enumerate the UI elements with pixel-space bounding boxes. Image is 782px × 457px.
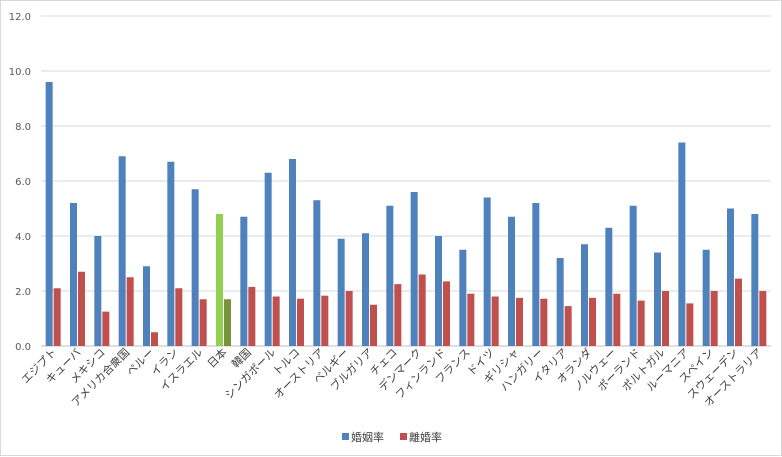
bar-divorce-rate: [199, 299, 207, 346]
bar-marriage-rate: [143, 266, 150, 346]
bar-marriage-rate: [702, 249, 710, 346]
bar-divorce-rate: [443, 281, 450, 346]
bar-divorce-rate: [710, 291, 718, 346]
bar-marriage-rate: [532, 203, 540, 346]
bar-divorce-rate: [272, 296, 280, 346]
bars: [45, 82, 767, 346]
bar-divorce-rate: [53, 288, 61, 346]
bar-divorce-rate: [662, 291, 669, 346]
bar-divorce-rate: [345, 291, 353, 346]
bar-marriage-rate: [264, 172, 272, 346]
x-category-label: 日本: [204, 345, 229, 370]
bar-divorce-rate: [151, 332, 158, 346]
bar-divorce-rate: [540, 298, 548, 346]
bar-divorce-rate: [637, 300, 645, 346]
legend-swatch-divorce: [400, 433, 407, 440]
bar-marriage-rate: [678, 142, 686, 346]
bar-divorce-rate: [418, 274, 426, 346]
bar-marriage-rate: [751, 214, 759, 346]
bar-marriage-rate: [508, 216, 515, 346]
bar-divorce-rate: [467, 293, 475, 346]
bar-divorce-rate: [370, 304, 377, 346]
y-tick-label: 8.0: [15, 122, 31, 133]
bar-divorce-rate: [516, 297, 523, 346]
bar-marriage-rate: [605, 227, 613, 346]
bar-marriage-rate: [45, 82, 53, 346]
bar-marriage-rate: [70, 203, 77, 346]
y-tick-label: 0.0: [15, 342, 31, 353]
bar-marriage-rate: [410, 192, 418, 346]
bar-marriage-rate: [556, 258, 564, 346]
bar-divorce-rate: [759, 291, 767, 346]
bar-marriage-rate: [289, 159, 296, 346]
bar-marriage-rate: [240, 216, 248, 346]
bar-divorce-rate: [297, 298, 304, 346]
legend-label-marriage: 婚姻率: [351, 430, 384, 444]
bar-divorce-rate: [175, 288, 183, 346]
bar-marriage-rate: [216, 214, 223, 346]
bar-marriage-rate: [167, 161, 175, 346]
y-tick-label: 2.0: [15, 287, 31, 298]
bar-marriage-rate: [362, 233, 369, 346]
bar-marriage-rate: [654, 252, 661, 346]
bar-divorce-rate: [102, 311, 110, 346]
bar-divorce-rate: [126, 277, 134, 346]
legend: 婚姻率 離婚率: [342, 430, 442, 444]
y-tick-label: 6.0: [15, 177, 31, 188]
bar-divorce-rate: [686, 303, 694, 346]
bar-divorce-rate: [394, 284, 402, 346]
bar-divorce-rate: [321, 295, 329, 346]
bar-marriage-rate: [483, 197, 491, 346]
bar-marriage-rate: [337, 238, 345, 346]
bar-marriage-rate: [94, 236, 102, 346]
legend-label-divorce: 離婚率: [409, 430, 442, 444]
bar-divorce-rate: [491, 296, 499, 346]
bar-divorce-rate: [589, 297, 596, 346]
y-axis-ticks: 0.0 2.0 4.0 6.0 8.0 10.0 12.0: [9, 12, 31, 353]
bar-divorce-rate: [224, 299, 231, 346]
bar-marriage-rate: [386, 205, 394, 346]
bar-marriage-rate: [191, 189, 199, 346]
bar-divorce-rate: [78, 271, 85, 346]
bar-divorce-rate: [248, 286, 256, 346]
bar-marriage-rate: [313, 200, 321, 346]
bar-divorce-rate: [613, 293, 621, 346]
y-tick-label: 12.0: [9, 12, 31, 23]
bar-marriage-rate: [629, 205, 637, 346]
legend-swatch-marriage: [342, 433, 349, 440]
gridlines: [41, 15, 771, 347]
bar-marriage-rate: [435, 236, 442, 346]
y-tick-label: 4.0: [15, 232, 31, 243]
bar-marriage-rate: [581, 244, 588, 346]
bar-divorce-rate: [735, 278, 742, 346]
bar-marriage-rate: [727, 208, 734, 346]
y-tick-label: 10.0: [9, 67, 31, 78]
bar-divorce-rate: [564, 306, 572, 346]
bar-marriage-rate: [118, 156, 126, 346]
bar-marriage-rate: [459, 249, 467, 346]
